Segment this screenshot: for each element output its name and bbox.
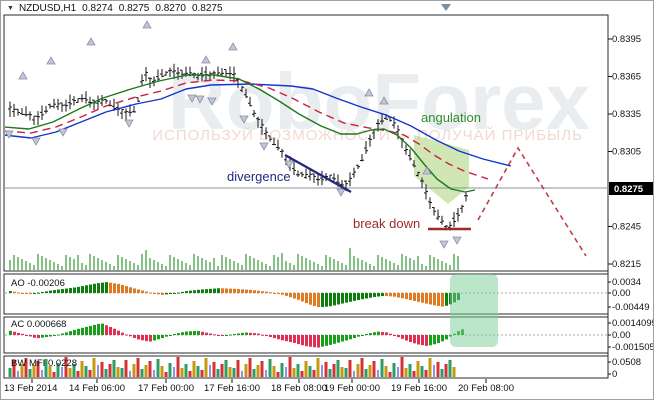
fractal-down-icon [5, 130, 14, 139]
fractal-up-icon [379, 96, 389, 105]
indicator-axis-label: 0.0508 [612, 357, 641, 368]
fractal-down-icon [124, 119, 134, 128]
fractal-down-icon [195, 95, 205, 104]
indicator-axis-label: 0.00 [612, 288, 631, 299]
indicator-axis-label: 0.00 [612, 330, 631, 341]
fractal-up-icon [364, 88, 374, 97]
fractal-up-icon [46, 56, 56, 65]
fractal-up-icon [422, 166, 432, 175]
indicator-axis-label: 0.0034 [612, 277, 641, 288]
annotation-angulation: angulation [421, 110, 481, 125]
indicator-axis-label: -0.00449 [612, 302, 650, 313]
alligator-jaw-line [5, 83, 512, 167]
time-axis-label: 17 Feb 00:00 [138, 383, 194, 394]
fractal-down-icon [452, 236, 462, 245]
annotation-divergence: divergence [227, 169, 291, 184]
fractal-down-icon [187, 94, 197, 103]
chart-shift-marker-icon[interactable] [441, 4, 451, 11]
fractal-down-icon [336, 188, 346, 197]
indicator-axis-label: 0.0014095 [612, 318, 654, 329]
volume-bars [9, 248, 459, 270]
signal-highlight-zone [450, 274, 498, 347]
price-axis-label: 0.8365 [612, 72, 641, 83]
indicator-axis-label: 0 [612, 369, 617, 380]
symbol-dropdown-caret-icon[interactable]: ▼ [7, 5, 14, 12]
ao-label: AO -0.00206 [11, 278, 65, 289]
price-axis: 0.8395 0.8365 0.8335 0.8305 0.8245 0.8215 0.82… [607, 15, 653, 378]
ohlc-open-value: 0.8274 [82, 3, 113, 14]
time-axis-label: 19 Feb 00:00 [324, 383, 380, 394]
alligator-teeth-line [5, 79, 489, 180]
fractal-up-icon [228, 42, 238, 51]
price-axis-label: 0.8215 [612, 259, 641, 270]
price-axis-label: 0.8305 [612, 147, 641, 158]
alligator-lips-line [5, 74, 476, 193]
pane-border [3, 14, 609, 272]
time-axis-label: 19 Feb 16:00 [391, 383, 447, 394]
ohlc-close-value: 0.8275 [191, 3, 223, 14]
ac-label: AC 0.000668 [11, 319, 66, 330]
fractal-up-icon [201, 55, 211, 64]
time-axis-label: 18 Feb 08:00 [271, 383, 327, 394]
current-price-box [609, 182, 653, 195]
symbol-timeframe-label: NZDUSD,H1 [18, 3, 77, 14]
fractal-down-icon [31, 137, 41, 146]
annotation-breakdown: break down [353, 216, 420, 231]
time-axis-label: 13 Feb 2014 [4, 383, 57, 394]
fractal-down-icon [284, 160, 294, 169]
indicator-axis-label: -0.001505 [612, 342, 654, 353]
fractal-down-icon [207, 97, 217, 106]
fractal-down-icon [439, 240, 449, 249]
price-axis-label: 0.8395 [612, 34, 641, 45]
ohlc-low-value: 0.8270 [155, 3, 186, 14]
fractal-arrows [5, 20, 462, 249]
angulation-shaded-zone [414, 135, 469, 204]
time-axis-label: 20 Feb 08:00 [458, 383, 514, 394]
fractal-up-icon [86, 37, 96, 46]
current-price-value: 0.8275 [614, 184, 644, 195]
roboforex-watermark: RoboForex [168, 57, 590, 146]
bwmfi-label: BW MFI 0.0228 [11, 358, 77, 369]
fractal-down-icon [58, 128, 68, 137]
time-axis-label: 14 Feb 06:00 [69, 383, 125, 394]
fractal-down-icon [239, 115, 249, 124]
watermark-slogan: ИСПОЛЬЗУЙ ВОЗМОЖНОСТИ — ПОЛУЧАЙ ПРИБЫЛЬ [152, 126, 583, 144]
time-axis: 13 Feb 2014 14 Feb 06:00 17 Feb 00:00 17 Fe… [4, 379, 514, 394]
chart-title-bar: ▼ NZDUSD,H1 0.8274 0.8275 0.8270 0.8275 [7, 2, 229, 15]
fractal-up-icon [18, 71, 28, 80]
price-axis-label: 0.8245 [612, 222, 641, 233]
fractal-down-icon [259, 142, 269, 151]
time-axis-label: 17 Feb 16:00 [204, 383, 260, 394]
divergence-trendline[interactable] [284, 153, 352, 194]
price-axis-label: 0.8335 [612, 109, 641, 120]
forecast-zigzag-line[interactable] [477, 146, 587, 257]
ohlc-high-value: 0.8275 [118, 3, 150, 14]
fractal-up-icon [142, 20, 152, 29]
